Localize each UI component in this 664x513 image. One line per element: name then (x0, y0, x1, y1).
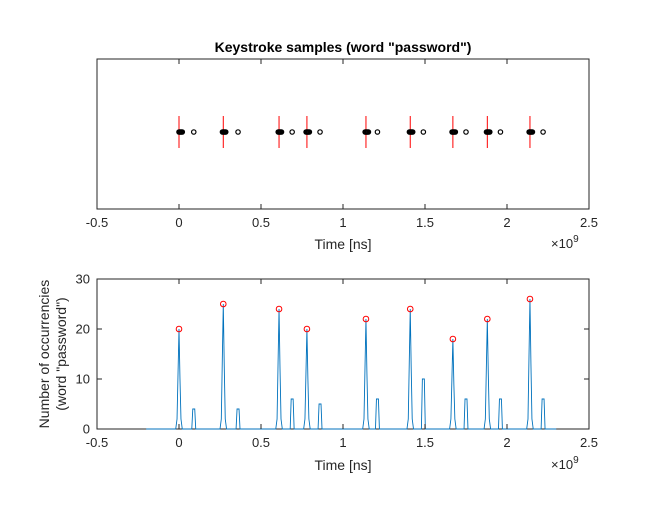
peak-marker (406, 305, 414, 313)
bottom-x-exponent: ×109 (551, 455, 579, 472)
top-x-tick-label: 2 (503, 215, 510, 230)
top-x-tick-label: 1.5 (416, 215, 434, 230)
peak-marker (219, 300, 227, 308)
bottom-y-axis-label-line1: Number of occurrencies (36, 280, 52, 429)
sample-point (452, 129, 459, 135)
peak-marker (449, 335, 457, 343)
bottom-x-tick-label: 1.5 (416, 435, 434, 450)
top-x-tick-label: 0 (175, 215, 182, 230)
peak-marker (275, 305, 283, 313)
top-chart-title: Keystroke samples (word "password") (215, 39, 472, 55)
sample-point-outlier (497, 129, 504, 135)
bottom-y-tick-label: 20 (76, 322, 90, 337)
bottom-y-tick-label: 0 (83, 422, 90, 437)
sample-point (222, 129, 229, 135)
peak-marker (303, 325, 311, 333)
top-plot-marks (176, 116, 546, 148)
bottom-x-axis-label: Time [ns] (314, 457, 371, 473)
sample-point-outlier (420, 129, 427, 135)
keystroke-samples-axes: Keystroke samples (word "password") -0.5… (86, 39, 598, 252)
sample-point-outlier (374, 129, 381, 135)
top-x-exponent: ×109 (551, 234, 579, 251)
top-x-axis-label: Time [ns] (314, 236, 371, 252)
sample-point-outlier (289, 129, 295, 135)
sample-point (306, 129, 313, 135)
bottom-x-ticks: -0.5 0 0.5 1 1.5 2 2.5 (86, 279, 598, 450)
top-x-tick-label: -0.5 (86, 215, 108, 230)
bottom-x-tick-label: 0.5 (252, 435, 270, 450)
sample-point-outlier (540, 129, 546, 135)
bottom-x-tick-label: 1 (339, 435, 346, 450)
sample-point (486, 129, 493, 135)
occurrences-series-line (146, 298, 557, 430)
peak-marker (484, 315, 491, 323)
peak-marker (362, 315, 370, 323)
bottom-x-tick-label: 0 (175, 435, 182, 450)
sample-point-outlier (190, 129, 197, 135)
sample-point-outlier (317, 129, 323, 135)
bottom-plot-marks (146, 295, 557, 430)
bottom-y-tick-label: 30 (76, 272, 90, 287)
bottom-y-tick-label: 10 (76, 372, 90, 387)
sample-point-outlier (463, 129, 469, 135)
sample-point (179, 129, 186, 135)
sample-point (529, 129, 536, 135)
top-plot-frame (96, 58, 590, 210)
bottom-y-axis-label-line2: (word "password") (53, 297, 69, 410)
sample-point (278, 129, 285, 135)
bottom-plot-frame (96, 278, 590, 430)
bottom-y-ticks: 0 10 20 30 (76, 272, 589, 437)
peak-marker (526, 295, 534, 303)
sample-point (409, 129, 416, 135)
top-x-ticks: -0.5 0 0.5 1 1.5 2 2.5 (86, 59, 598, 230)
peak-marker (175, 325, 183, 333)
sample-point (365, 129, 372, 135)
top-x-tick-label: 2.5 (580, 215, 598, 230)
top-x-tick-label: 0.5 (252, 215, 270, 230)
bottom-x-tick-label: -0.5 (86, 435, 108, 450)
bottom-x-tick-label: 2 (503, 435, 510, 450)
bottom-x-tick-label: 2.5 (580, 435, 598, 450)
top-x-tick-label: 1 (339, 215, 346, 230)
sample-point-outlier (235, 129, 241, 135)
